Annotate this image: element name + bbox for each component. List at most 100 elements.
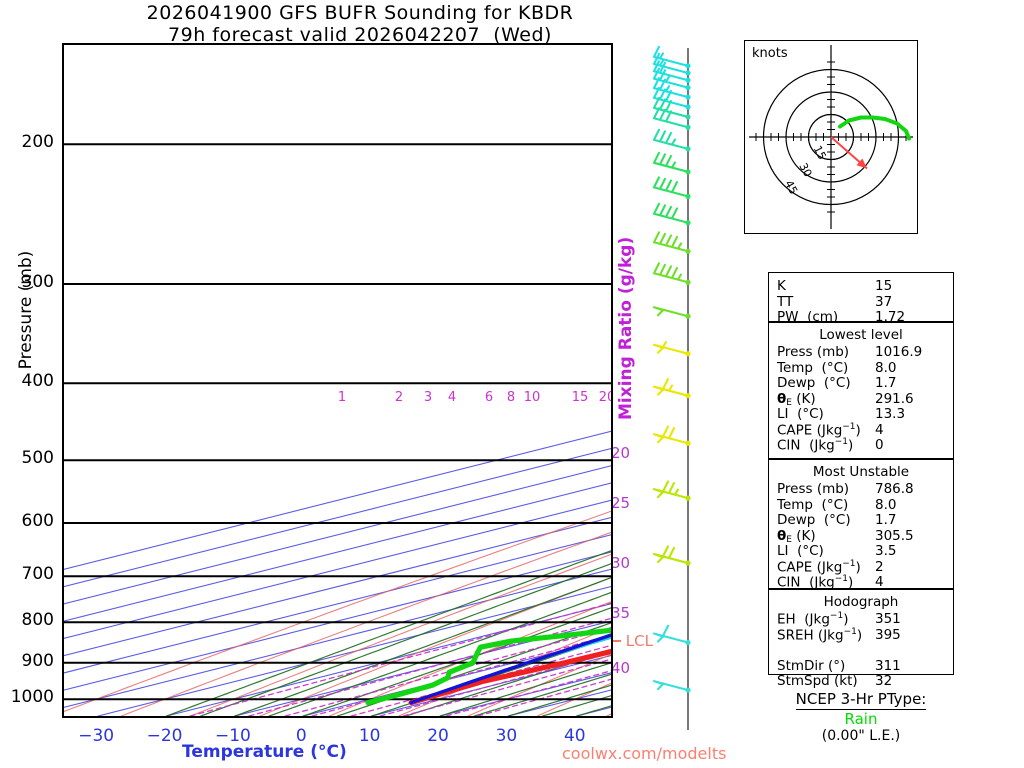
isotherm-line xyxy=(576,706,611,716)
hodograph-units-label: knots xyxy=(752,46,788,61)
pressure-tick-label: 600 xyxy=(21,511,54,532)
temperature-tick-label: 0 xyxy=(295,726,307,746)
row-key: LI (°C) xyxy=(777,543,824,559)
mixing-ratio-tick-label: 1 xyxy=(338,390,346,405)
wind-barb-point xyxy=(685,193,691,199)
ncep-ptype-block: NCEP 3-Hr PType: Rain (0.00" L.E.) xyxy=(744,690,978,744)
skewt-plot[interactable]: 1 2 3 4 68 10 15 20 xyxy=(62,43,613,718)
wind-barb xyxy=(652,425,690,445)
isotherm-line xyxy=(64,568,611,708)
wind-barb-point xyxy=(685,63,691,69)
table-row: Temp (°C) 8.0 xyxy=(769,360,953,376)
isotherm-line xyxy=(64,430,611,570)
row-key: θE (K) xyxy=(777,527,816,545)
table-header: Hodograph xyxy=(823,594,899,610)
pressure-tick-label: 700 xyxy=(21,564,54,585)
wind-barb xyxy=(652,107,690,129)
mixing-ratio-line xyxy=(189,602,611,716)
hodograph-tick xyxy=(827,133,854,160)
lowest-level-table: Lowest level Press (mb) 1016.9 Temp (°C) 8.0… xyxy=(768,322,954,459)
row-value: 395 xyxy=(875,626,901,643)
row-key: CIN (Jkg−1) xyxy=(777,574,854,591)
hodograph-tick xyxy=(785,91,835,141)
table-row: SREH (Jkg−1) 395 xyxy=(769,626,953,644)
hodograph-tick xyxy=(778,84,835,141)
dry-adiabat-line xyxy=(120,531,611,716)
wind-barb-point xyxy=(685,393,691,399)
wind-barb-point xyxy=(685,495,691,501)
isotherm-line xyxy=(64,517,611,657)
ptype-header: NCEP 3-Hr PType: xyxy=(795,690,927,710)
row-value: 291.6 xyxy=(875,390,914,407)
row-key: CIN (Jkg−1) xyxy=(777,437,854,454)
table-row: CAPE (Jkg−1) 2 xyxy=(769,558,953,576)
row-value: 311 xyxy=(875,657,901,674)
wind-barb xyxy=(652,45,690,67)
temperature-curve xyxy=(408,648,611,706)
row-key: EH (Jkg−1) xyxy=(777,611,849,628)
wind-barb xyxy=(652,545,690,565)
table-row: CIN (Jkg−1) 4 xyxy=(769,574,953,591)
hodograph-tick xyxy=(827,133,862,168)
hodograph-tick xyxy=(827,133,839,145)
mixing-ratio-tick-label: 20 xyxy=(599,390,611,405)
ptype-amount: (0.00" L.E.) xyxy=(821,728,901,744)
moist-adiabat-line xyxy=(439,662,611,716)
table-row: Press (mb) 786.8 xyxy=(769,481,953,497)
wind-barb xyxy=(652,262,690,284)
dry-adiabat-line xyxy=(537,682,611,716)
wind-barb-point xyxy=(685,77,691,83)
table-row xyxy=(769,642,953,658)
row-key: Temp (°C) xyxy=(777,359,849,376)
isotherm-line xyxy=(64,499,611,639)
temperature-tick-label: 20 xyxy=(427,726,449,746)
wind-barb-point xyxy=(685,687,691,693)
table-row: Dewp (°C) 1.7 xyxy=(769,375,953,391)
title-line-2: 79h forecast valid 2026042207 (Wed) xyxy=(168,24,552,46)
row-key: CAPE (Jkg−1) xyxy=(777,421,861,439)
wind-barb xyxy=(652,480,690,500)
row-value: 8.0 xyxy=(875,359,897,376)
temperature-tick-label: −20 xyxy=(146,726,183,746)
dewpoint-curve xyxy=(365,627,611,706)
wetbulb-curve xyxy=(409,633,611,705)
pressure-tick-label: 800 xyxy=(21,610,54,631)
hodograph-panel[interactable]: 15 30 45 xyxy=(744,40,918,234)
wind-barb-point xyxy=(685,220,691,226)
wind-barb xyxy=(652,341,690,355)
table-row: LI (°C) 3.5 xyxy=(769,543,953,559)
row-key: StmSpd (kt) xyxy=(777,673,858,689)
row-key: TT xyxy=(777,293,794,310)
row-key: PW (cm) xyxy=(777,309,839,325)
hodograph-tick xyxy=(827,133,869,175)
row-key: K xyxy=(777,278,786,294)
most-unstable-table: Most Unstable Press (mb) 786.8 Temp (°C) 8.0… xyxy=(768,459,954,591)
wind-barb xyxy=(652,60,690,82)
row-value: 15 xyxy=(875,278,893,294)
wind-barb xyxy=(652,128,690,150)
mixing-ratio-right-label: 20 xyxy=(611,444,631,462)
moist-adiabat-line xyxy=(234,577,611,716)
table-row: StmSpd (kt) 32 xyxy=(769,673,953,689)
wind-barb-point xyxy=(685,440,691,446)
hodograph-tick xyxy=(808,114,835,141)
wind-barb xyxy=(652,52,690,75)
dry-adiabat-line xyxy=(64,510,611,713)
hodograph-tick xyxy=(755,61,835,141)
storm-motion-arrowhead xyxy=(856,158,867,169)
hodograph-trace xyxy=(838,115,911,141)
isotherm-line xyxy=(97,586,611,716)
table-row: CAPE (Jkg−1) 4 xyxy=(769,421,953,439)
mixing-ratio-line xyxy=(402,658,611,716)
row-key: CAPE (Jkg−1) xyxy=(777,558,861,576)
row-key: θE (K) xyxy=(777,390,816,408)
mixing-ratio-tick-label: 2 xyxy=(395,390,403,405)
table-row: EH (Jkg−1) 351 xyxy=(769,611,953,628)
moist-adiabat-line xyxy=(302,607,611,716)
temperature-tick-label: −10 xyxy=(214,726,251,746)
pressure-tick-label: 400 xyxy=(21,371,54,392)
isotherm-line xyxy=(507,689,611,716)
row-key: Temp (°C) xyxy=(777,496,849,513)
mixing-ratio-tick-label: 4 xyxy=(448,390,456,405)
mixing-ratio-right-label: 35 xyxy=(611,604,631,622)
